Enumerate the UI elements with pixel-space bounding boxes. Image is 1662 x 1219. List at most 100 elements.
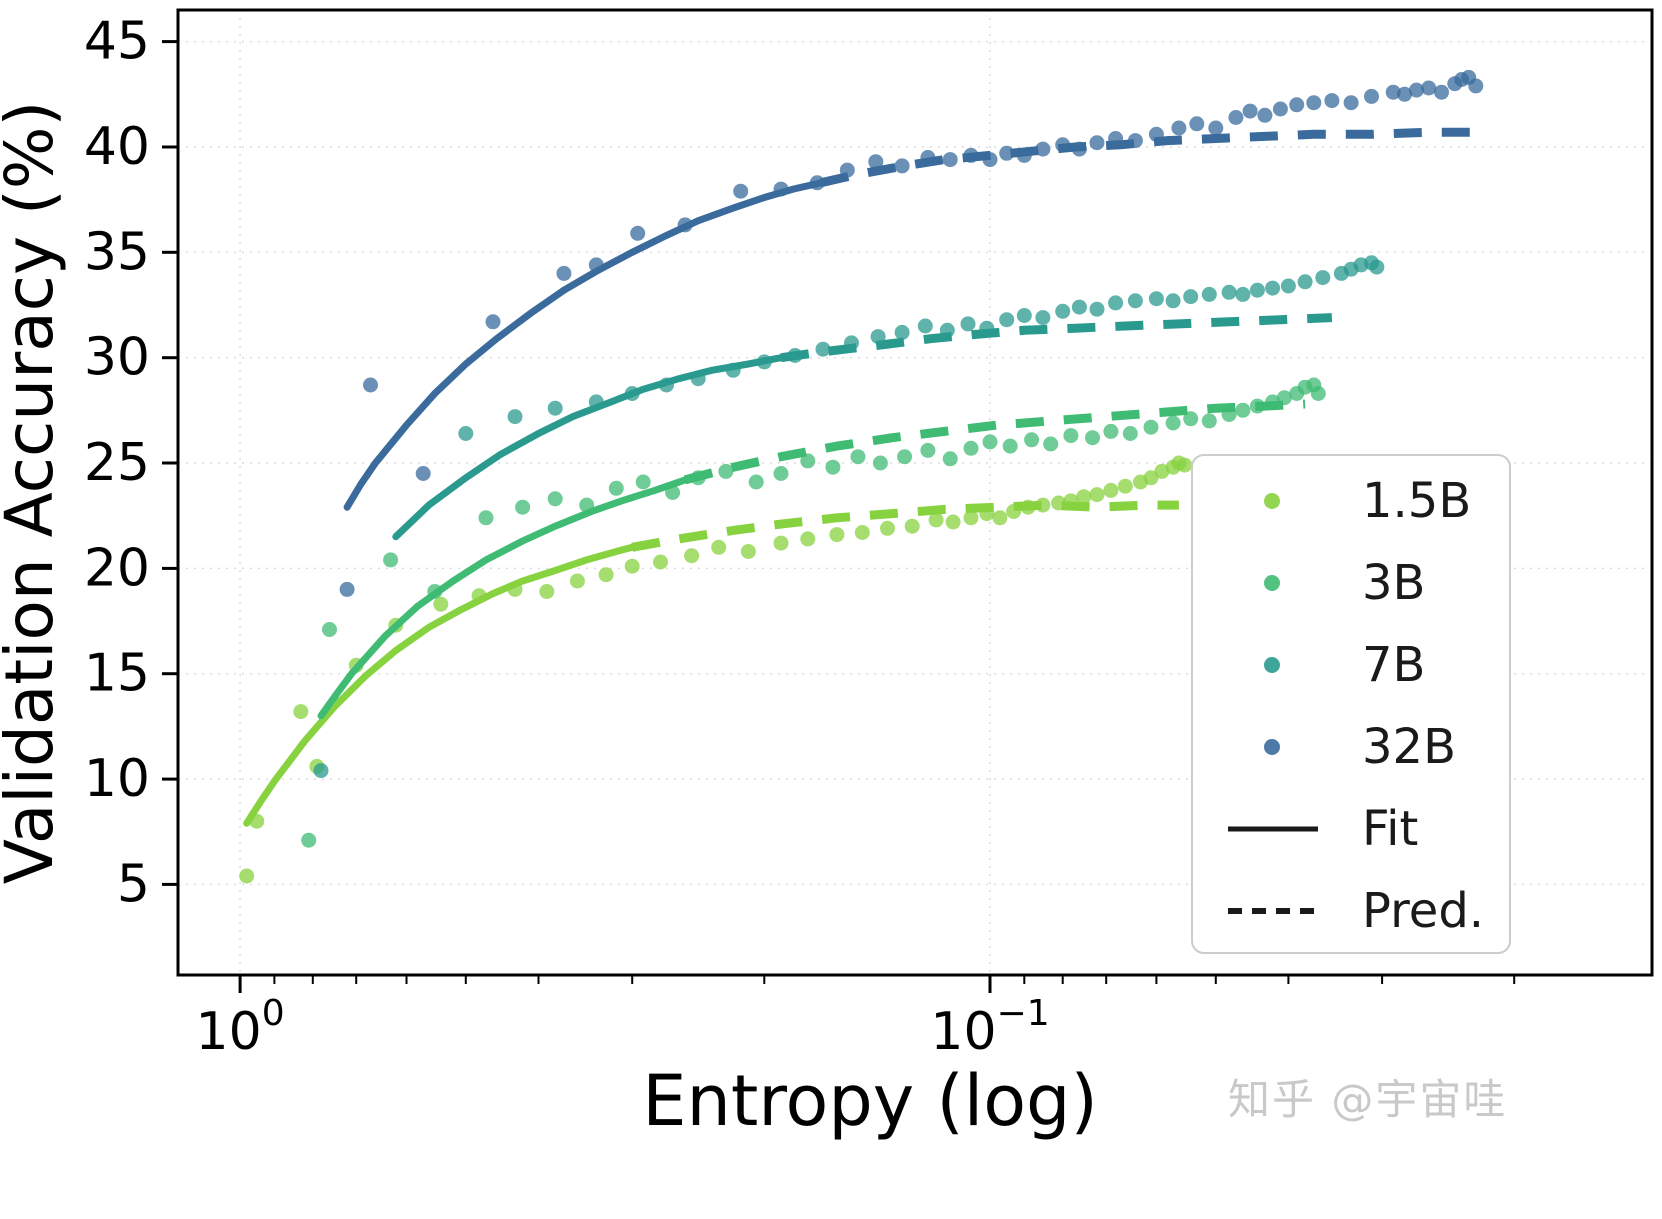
scatter-point-3B bbox=[322, 622, 337, 637]
scatter-point-32B bbox=[1127, 133, 1143, 149]
scatter-point-3B bbox=[1043, 436, 1059, 452]
scatter-point-3B bbox=[1249, 398, 1265, 414]
scatter-point-1.5B bbox=[963, 510, 979, 526]
scatter-point-7B bbox=[870, 329, 886, 345]
scatter-point-1.5B bbox=[507, 581, 523, 597]
scatter-point-3B bbox=[690, 470, 706, 486]
scatter-point-3B bbox=[547, 491, 563, 507]
scatter-point-7B bbox=[725, 362, 741, 378]
scatter-point-7B bbox=[894, 324, 910, 340]
scatter-point-3B bbox=[982, 434, 998, 450]
scatter-point-7B bbox=[1221, 284, 1237, 300]
pred-line-1.5B bbox=[631, 500, 1179, 552]
scatter-point-3B bbox=[1085, 430, 1100, 446]
scatter-point-3B bbox=[579, 497, 595, 513]
scatter-point-7B bbox=[1280, 278, 1296, 294]
scatter-point-7B bbox=[979, 320, 995, 336]
scatter-point-32B bbox=[1171, 120, 1187, 136]
legend-marker-1.5B bbox=[1264, 493, 1280, 509]
scatter-point-3B bbox=[1063, 428, 1079, 444]
scatter-point-3B bbox=[1221, 407, 1237, 422]
scatter-point-3B bbox=[665, 485, 681, 500]
scatter-point-32B bbox=[894, 158, 910, 174]
scatter-point-7B bbox=[1165, 293, 1181, 309]
scatter-point-7B bbox=[1127, 293, 1143, 309]
legend-label: 3B bbox=[1362, 555, 1425, 611]
scatter-point-32B bbox=[1148, 126, 1164, 142]
scatter-point-32B bbox=[1208, 120, 1224, 136]
scatter-point-7B bbox=[624, 386, 640, 401]
scatter-point-1.5B bbox=[1089, 487, 1105, 503]
scatter-point-3B bbox=[1276, 390, 1292, 406]
scatter-point-1.5B bbox=[854, 525, 870, 540]
legend-box bbox=[1191, 454, 1511, 954]
legend-label: 7B bbox=[1362, 637, 1425, 693]
scatter-point-32B bbox=[1257, 107, 1273, 123]
scatter-point-3B bbox=[1265, 394, 1281, 410]
scatter-point-1.5B bbox=[1035, 497, 1051, 513]
scatter-point-3B bbox=[1201, 413, 1217, 429]
y-axis-label: Validation Accuracy (%) bbox=[0, 101, 68, 884]
scatter-point-32B bbox=[1108, 131, 1124, 146]
scatter-point-7B bbox=[1297, 274, 1313, 290]
scatter-point-1.5B bbox=[1117, 478, 1133, 494]
scatter-point-7B bbox=[1148, 291, 1164, 307]
scatter-point-1.5B bbox=[653, 554, 668, 570]
scatter-point-7B bbox=[588, 394, 604, 410]
scatter-point-32B bbox=[809, 175, 825, 191]
scatter-point-32B bbox=[773, 181, 789, 197]
y-tick-label: 30 bbox=[84, 328, 150, 388]
scatter-point-7B bbox=[547, 400, 563, 416]
y-tick-label: 10 bbox=[84, 749, 150, 809]
scatter-point-7B bbox=[1016, 308, 1032, 323]
scatter-point-1.5B bbox=[569, 573, 585, 589]
scatter-point-3B bbox=[1122, 426, 1138, 441]
scatter-point-32B bbox=[1364, 88, 1379, 104]
scatter-point-3B bbox=[1183, 411, 1199, 427]
scatter-point-1.5B bbox=[773, 535, 789, 551]
scatter-point-3B bbox=[942, 451, 958, 467]
scatter-point-32B bbox=[1016, 147, 1032, 163]
scatter-point-32B bbox=[999, 145, 1015, 161]
scatter-point-3B bbox=[872, 455, 888, 471]
scatter-point-7B bbox=[844, 335, 859, 351]
scatter-point-3B bbox=[1024, 432, 1040, 448]
scatter-point-3B bbox=[301, 832, 317, 848]
scatter-point-7B bbox=[690, 371, 706, 387]
scatter-point-32B bbox=[839, 162, 855, 178]
scatter-point-1.5B bbox=[1103, 482, 1119, 498]
scatter-point-1.5B bbox=[598, 567, 614, 583]
scatter-point-32B bbox=[677, 217, 693, 233]
scatter-point-1.5B bbox=[1143, 470, 1159, 486]
scatter-point-1.5B bbox=[979, 506, 995, 522]
scatter-point-32B bbox=[1289, 97, 1305, 113]
scatter-point-3B bbox=[825, 459, 841, 475]
legend-marker-3B bbox=[1264, 575, 1280, 591]
scatter-point-3B bbox=[608, 480, 624, 496]
scatter-point-7B bbox=[1249, 282, 1265, 298]
scatter-point-32B bbox=[920, 150, 936, 165]
scatter-point-32B bbox=[1434, 84, 1449, 100]
scatter-point-7B bbox=[756, 354, 772, 370]
scatter-point-7B bbox=[313, 763, 329, 779]
y-tick-label: 35 bbox=[84, 222, 150, 282]
scatter-point-1.5B bbox=[800, 531, 816, 547]
scatter-point-7B bbox=[999, 312, 1015, 328]
scatter-point-7B bbox=[659, 377, 674, 393]
scatter-point-1.5B bbox=[539, 584, 555, 599]
scatter-point-7B bbox=[458, 426, 474, 441]
scatter-point-1.5B bbox=[945, 514, 961, 530]
scatter-point-1.5B bbox=[711, 539, 727, 555]
scatter-point-1.5B bbox=[992, 510, 1008, 526]
scatter-point-1.5B bbox=[684, 548, 700, 564]
scatter-point-3B bbox=[963, 440, 979, 456]
scatter-point-7B bbox=[1235, 286, 1251, 302]
scatter-point-32B bbox=[868, 154, 884, 170]
scatter-point-1.5B bbox=[829, 527, 845, 543]
scatter-point-32B bbox=[1242, 103, 1258, 119]
scatter-point-3B bbox=[748, 474, 764, 490]
scatter-point-3B bbox=[1002, 438, 1018, 454]
scatter-point-32B bbox=[415, 466, 431, 481]
scatter-point-3B bbox=[635, 474, 651, 490]
